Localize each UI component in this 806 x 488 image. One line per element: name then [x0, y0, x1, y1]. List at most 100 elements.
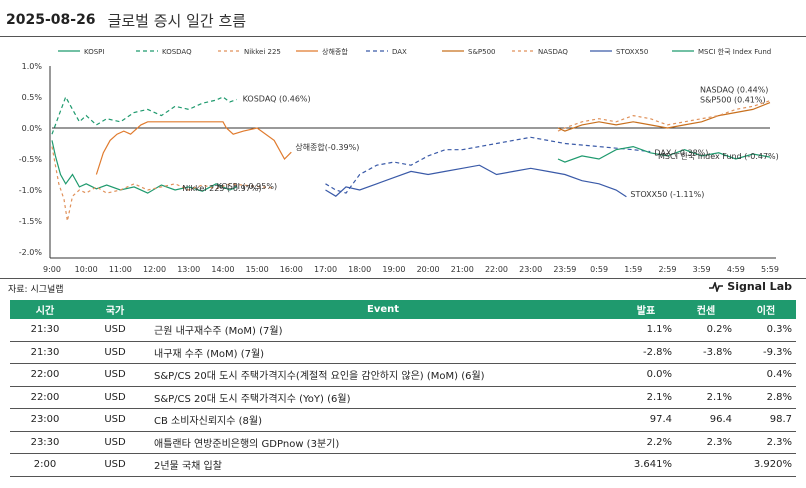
chart-divider: [0, 278, 806, 279]
cell-actual: 2.2%: [616, 431, 676, 454]
cell-time: 21:30: [10, 319, 80, 342]
legend-label: KOSDAQ: [162, 48, 192, 56]
cell-time: 21:30: [10, 341, 80, 364]
cell-time: 2:00: [10, 453, 80, 477]
cell-previous: 3.920%: [736, 453, 796, 477]
x-tick-label: 21:00: [451, 265, 474, 274]
cell-actual: 3.641%: [616, 453, 676, 477]
cell-event: 2년물 국채 입찰: [150, 453, 616, 477]
legend-label: NASDAQ: [538, 48, 568, 56]
cell-actual: 97.4: [616, 408, 676, 432]
series-end-label: DAX (-0.38%): [654, 149, 708, 158]
x-tick-label: 0:59: [590, 265, 608, 274]
x-tick-label: 19:00: [382, 265, 405, 274]
series-end-label: KOSDAQ (0.46%): [243, 94, 311, 103]
col-header-actual: 발표: [616, 300, 676, 319]
series-line: [325, 164, 627, 198]
x-tick-label: 22:00: [485, 265, 508, 274]
economic-calendar-table: 시간 국가 Event 발표 컨센 이전 21:30 USD 근원 내구재수주 (M…: [10, 300, 796, 477]
cell-country: USD: [80, 386, 150, 409]
cell-consensus: 2.1%: [676, 386, 736, 409]
series-end-label: NASDAQ (0.44%): [700, 86, 768, 95]
series-end-label: 상해종합(-0.39%): [295, 142, 359, 152]
cell-consensus: 0.2%: [676, 319, 736, 342]
table-row: 21:30 USD 내구재 수주 (MoM) (7월) -2.8% -3.8% -9.3%: [10, 341, 796, 364]
table-row: 23:00 USD CB 소비자신뢰지수 (8월) 97.4 96.4 98.7: [10, 408, 796, 432]
cell-consensus: [676, 363, 736, 387]
col-header-consensus: 컨센: [676, 300, 736, 319]
series-end-label: KOSPI (-0.95%): [217, 182, 277, 191]
col-header-event: Event: [150, 300, 616, 319]
legend-label: KOSPI: [84, 48, 104, 56]
cell-time: 22:00: [10, 363, 80, 387]
x-tick-label: 1:59: [624, 265, 642, 274]
cell-country: USD: [80, 363, 150, 387]
series-line: [51, 146, 275, 222]
cell-previous: 2.3%: [736, 431, 796, 454]
y-tick-label: -1.0%: [19, 186, 43, 195]
x-tick-label: 5:59: [761, 265, 779, 274]
cell-time: 23:30: [10, 431, 80, 454]
series-line: [51, 95, 237, 135]
legend-label: Nikkei 225: [244, 48, 281, 56]
cell-country: USD: [80, 408, 150, 432]
cell-consensus: 96.4: [676, 408, 736, 432]
y-tick-label: 1.0%: [22, 62, 43, 71]
cell-actual: -2.8%: [616, 341, 676, 364]
x-tick-label: 2:59: [658, 265, 676, 274]
col-header-previous: 이전: [736, 300, 796, 319]
cell-previous: 98.7: [736, 408, 796, 432]
series-line: [557, 100, 771, 132]
y-tick-label: -1.5%: [19, 217, 43, 226]
legend-label: 상해종합: [322, 47, 348, 56]
x-tick-label: 4:59: [727, 265, 745, 274]
cell-event: S&P/CS 20대 도시 주택가격지수(계절적 요인을 감안하지 않은) (M…: [150, 363, 616, 387]
legend-label: DAX: [392, 48, 407, 56]
series-line: [95, 121, 292, 175]
legend-label: STOXX50: [616, 48, 648, 56]
cell-actual: 2.1%: [616, 386, 676, 409]
x-tick-label: 20:00: [417, 265, 440, 274]
cell-actual: 0.0%: [616, 363, 676, 387]
x-tick-label: 15:00: [246, 265, 269, 274]
x-tick-label: 18:00: [348, 265, 371, 274]
cell-event: S&P/CS 20대 도시 주택가격지수 (YoY) (6월): [150, 386, 616, 409]
cell-consensus: [676, 453, 736, 477]
x-tick-label: 16:00: [280, 265, 303, 274]
table-row: 22:00 USD S&P/CS 20대 도시 주택가격지수(계절적 요인을 감안하…: [10, 363, 796, 387]
cell-consensus: -3.8%: [676, 341, 736, 364]
cell-event: 내구재 수주 (MoM) (7월): [150, 341, 616, 364]
report-date: 2025-08-26: [6, 12, 96, 28]
x-tick-label: 17:00: [314, 265, 337, 274]
series-end-label: S&P500 (0.41%): [700, 96, 766, 105]
x-tick-label: 9:00: [43, 265, 61, 274]
x-tick-label: 10:00: [75, 265, 98, 274]
y-tick-label: 0.5%: [22, 93, 43, 102]
x-tick-label: 11:00: [109, 265, 132, 274]
report-title: 글로벌 증시 일간 흐름: [107, 11, 247, 30]
x-tick-label: 3:59: [693, 265, 711, 274]
series-end-label: STOXX50 (-1.11%): [630, 190, 704, 199]
series-line: [557, 145, 771, 163]
cell-previous: 0.4%: [736, 363, 796, 387]
cell-time: 22:00: [10, 386, 80, 409]
series-end-label: MSCI 한국 Index Fund (-0.47%): [658, 152, 779, 161]
x-tick-label: 12:00: [143, 265, 166, 274]
table-row: 2:00 USD 2년물 국채 입찰 3.641% 3.920%: [10, 453, 796, 477]
line-chart: KOSPI KOSDAQ Nikkei 225 상해종합 DAX S&P500 NASDAQ…: [19, 47, 779, 274]
cell-time: 23:00: [10, 408, 80, 432]
table-header-row: 시간 국가 Event 발표 컨센 이전: [10, 300, 796, 319]
cell-event: 애틀랜타 연방준비은행의 GDPnow (3분기): [150, 431, 616, 454]
pulse-icon: [709, 281, 724, 292]
x-tick-label: 23:00: [519, 265, 542, 274]
x-tick-label: 14:00: [211, 265, 234, 274]
series-end-label: Nikkei 225 (-0.97%): [182, 184, 261, 193]
col-header-time: 시간: [10, 300, 80, 319]
header-divider: [0, 36, 806, 37]
table-row: 22:00 USD S&P/CS 20대 도시 주택가격지수 (YoY) (6월) 2…: [10, 386, 796, 409]
legend-label: S&P500: [468, 48, 495, 56]
cell-event: CB 소비자신뢰지수 (8월): [150, 408, 616, 432]
table-row: 21:30 USD 근원 내구재수주 (MoM) (7월) 1.1% 0.2% 0.3%: [10, 319, 796, 342]
table-row: 23:30 USD 애틀랜타 연방준비은행의 GDPnow (3분기) 2.2% 2.3…: [10, 431, 796, 454]
x-tick-label: 13:00: [177, 265, 200, 274]
